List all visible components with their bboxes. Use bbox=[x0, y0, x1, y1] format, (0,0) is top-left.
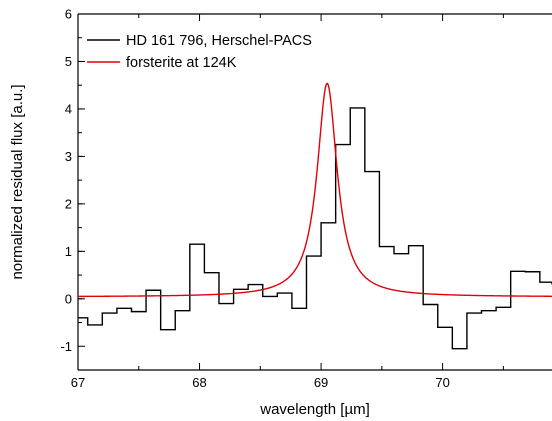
y-tick-label: 0 bbox=[65, 291, 72, 306]
series-observed-line bbox=[78, 107, 552, 350]
x-tick-label: 69 bbox=[314, 375, 328, 390]
x-tick-label: 70 bbox=[435, 375, 449, 390]
legend-label-model: forsterite at 124K bbox=[126, 55, 237, 71]
legend: HD 161 796, Herschel-PACS forsterite at … bbox=[87, 33, 312, 71]
y-tick-label: 5 bbox=[65, 54, 72, 69]
ticks: 67 68 69 70 -1 0 1 2 3 4 5 6 bbox=[60, 7, 504, 390]
legend-label-observed: HD 161 796, Herschel-PACS bbox=[126, 33, 312, 49]
axes bbox=[77, 13, 552, 371]
x-axis-title: wavelength [µm] bbox=[259, 401, 370, 418]
y-tick-label: 4 bbox=[65, 101, 72, 116]
y-tick-label: 6 bbox=[65, 7, 72, 22]
x-tick-label: 67 bbox=[71, 375, 85, 390]
y-tick-label: -1 bbox=[60, 339, 72, 354]
series-model-line bbox=[78, 82, 552, 298]
y-tick-label: 2 bbox=[65, 196, 72, 211]
y-axis-title: normalized residual flux [a.u.] bbox=[9, 84, 26, 279]
x-tick-label: 68 bbox=[192, 375, 206, 390]
y-tick-label: 1 bbox=[65, 244, 72, 259]
series-layer bbox=[78, 82, 552, 350]
y-tick-label: 3 bbox=[65, 149, 72, 164]
